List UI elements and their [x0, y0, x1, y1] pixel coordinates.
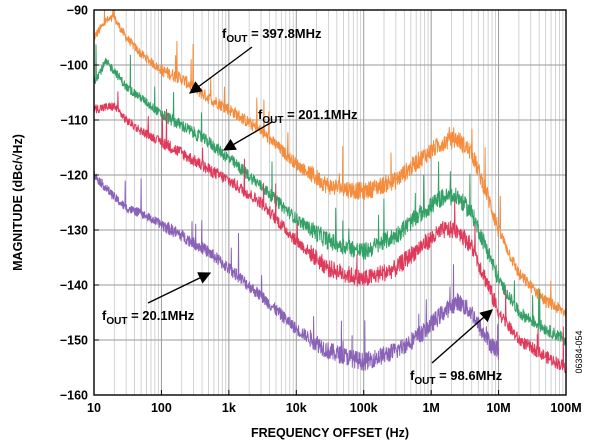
grid-layer — [94, 10, 566, 395]
series-line-3 — [93, 171, 500, 371]
label-value: = 397.8MHz — [247, 26, 322, 41]
plot-frame — [93, 9, 567, 396]
y-tick-label: −100 — [60, 59, 88, 73]
annotation-397-label: fOUT = 397.8MHz — [222, 26, 322, 45]
x-tick-label: 10M — [486, 401, 510, 415]
label-subscript: OUT — [226, 34, 247, 45]
y-axis-title: MAGNITUDE (dBc/√Hz) — [11, 134, 25, 271]
y-tick-label: −150 — [60, 334, 88, 348]
x-tick-label: 1M — [422, 401, 439, 415]
annotation-397-arrow — [188, 46, 253, 94]
label-f: f — [102, 308, 107, 323]
annotation-98-label: fOUT = 98.6MHz — [410, 368, 503, 387]
x-axis-title: FREQUENCY OFFSET (Hz) — [251, 426, 409, 440]
y-tick-label: −130 — [60, 224, 88, 238]
label-subscript: OUT — [414, 376, 435, 387]
series-line-2 — [93, 91, 567, 374]
label-subscript: OUT — [106, 316, 127, 327]
tick-layer: 10 100 1k 10k 100k 1M 10M 100M −90 −100 −110 −120 −1… — [60, 4, 582, 416]
series-line-0 — [93, 9, 567, 317]
label-value: = 201.1MHz — [283, 107, 358, 122]
annotation-201-arrow — [222, 121, 273, 151]
label-f: f — [410, 368, 415, 383]
y-tick-label: −120 — [60, 169, 88, 183]
figure-id: 06384-054 — [574, 330, 584, 373]
annotation-201-label: fOUT = 201.1MHz — [258, 107, 358, 126]
label-value: = 98.6MHz — [435, 368, 502, 383]
annotation-20-arrow — [147, 272, 212, 304]
x-tick-label: 10k — [286, 401, 307, 415]
label-value: = 20.1MHz — [127, 308, 194, 323]
series-line-1 — [93, 44, 567, 346]
y-tick-label: −110 — [61, 114, 89, 128]
y-tick-label: −90 — [67, 4, 88, 18]
annotation-20-label: fOUT = 20.1MHz — [102, 308, 195, 327]
x-tick-label: 100M — [550, 401, 581, 415]
y-tick-label: −140 — [60, 279, 88, 293]
annotation-98-arrow — [431, 309, 493, 364]
x-tick-label: 100k — [350, 401, 378, 415]
x-tick-label: 10 — [87, 401, 101, 415]
label-f: f — [222, 26, 227, 41]
y-tick-label: −160 — [60, 389, 88, 403]
x-tick-label: 1k — [222, 401, 236, 415]
label-f: f — [258, 107, 263, 122]
label-subscript: OUT — [262, 115, 283, 126]
x-tick-label: 100 — [151, 401, 172, 415]
series-layer — [93, 9, 567, 374]
